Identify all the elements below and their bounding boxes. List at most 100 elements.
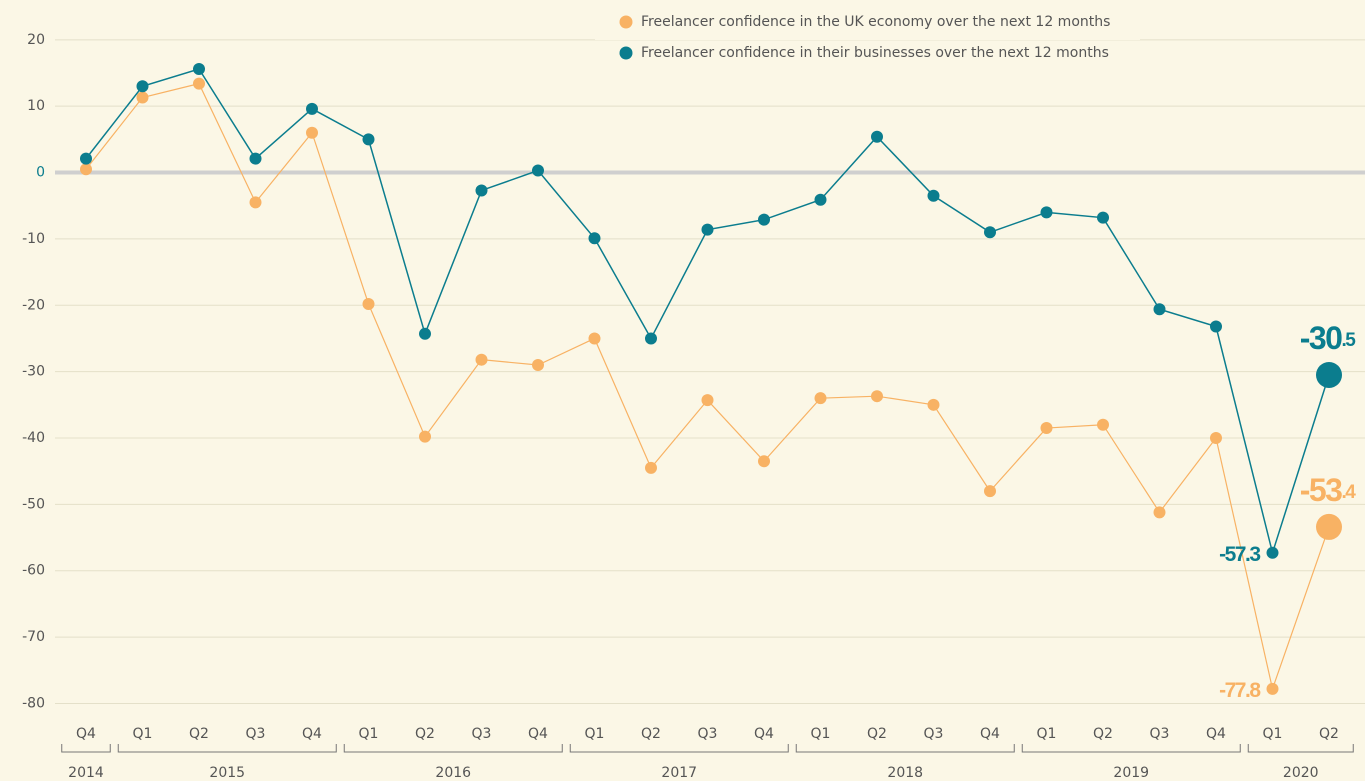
data-point: [1097, 418, 1109, 431]
data-point: [1316, 513, 1342, 540]
data-point: [814, 193, 827, 206]
x-tick-label: Q4: [754, 726, 774, 742]
data-point: [193, 77, 205, 90]
x-group-label: 2016: [435, 765, 471, 781]
value-label: -57.3: [1219, 542, 1260, 565]
value-label: -53.4: [1300, 472, 1357, 508]
data-point: [814, 392, 827, 405]
y-tick-label: 10: [27, 98, 45, 114]
x-tick-label: Q2: [867, 726, 887, 742]
data-point: [588, 232, 601, 245]
y-tick-label: -70: [22, 629, 45, 645]
x-tick-label: Q4: [528, 726, 548, 742]
legend-box: [595, 0, 1140, 40]
x-group-bracket: [795, 744, 1015, 753]
data-point: [701, 223, 714, 236]
data-point: [984, 226, 996, 239]
y-tick-label: -10: [22, 231, 45, 247]
data-point: [1040, 206, 1053, 219]
x-group-label: 2020: [1283, 765, 1319, 781]
x-tick-label: Q4: [302, 726, 322, 742]
value-label: -30.5: [1300, 320, 1357, 356]
legend-marker: [619, 46, 633, 60]
x-tick-label: Q4: [76, 726, 96, 742]
data-point: [362, 133, 375, 146]
y-tick-label: 0: [36, 165, 45, 181]
data-point: [1153, 303, 1166, 316]
x-tick-label: Q2: [1093, 726, 1113, 742]
data-point: [475, 184, 488, 197]
x-group-bracket: [1247, 744, 1354, 753]
data-point: [1210, 320, 1222, 333]
data-point: [532, 164, 544, 177]
x-group-bracket: [61, 744, 111, 753]
data-point: [927, 189, 940, 202]
x-group-bracket: [117, 744, 337, 753]
data-point: [306, 102, 318, 115]
data-point: [588, 332, 601, 345]
legend-marker: [619, 15, 633, 29]
data-point: [1266, 682, 1279, 695]
data-point: [136, 91, 149, 104]
data-point: [1097, 211, 1109, 224]
data-point: [758, 455, 770, 468]
y-tick-label: -40: [22, 430, 45, 446]
x-group-bracket: [343, 744, 563, 753]
y-tick-label: -20: [22, 297, 45, 313]
data-point: [419, 430, 431, 443]
data-point: [701, 394, 714, 407]
x-tick-label: Q4: [1206, 726, 1226, 742]
data-point: [306, 126, 318, 139]
x-tick-label: Q2: [189, 726, 209, 742]
y-tick-label: -30: [22, 364, 45, 380]
x-tick-label: Q1: [811, 726, 831, 742]
x-tick-label: Q3: [246, 726, 266, 742]
legend-label: Freelancer confidence in their businesse…: [641, 45, 1109, 61]
data-point: [1153, 506, 1166, 519]
x-tick-label: Q2: [415, 726, 435, 742]
y-tick-label: -60: [22, 563, 45, 579]
data-point: [1210, 432, 1222, 444]
data-point: [136, 80, 149, 93]
x-tick-label: Q4: [980, 726, 1000, 742]
data-point: [80, 152, 92, 165]
data-point: [645, 461, 657, 474]
series-line: [85, 68, 1330, 556]
data-point: [249, 196, 262, 209]
data-point: [1266, 546, 1279, 559]
x-tick-label: Q3: [924, 726, 944, 742]
data-point: [758, 213, 770, 226]
data-point: [1316, 361, 1342, 388]
x-tick-label: Q1: [1037, 726, 1057, 742]
x-tick-label: Q3: [472, 726, 492, 742]
data-point: [475, 353, 488, 366]
data-point: [984, 485, 996, 498]
x-group-bracket: [569, 744, 789, 753]
x-tick-label: Q2: [641, 726, 661, 742]
x-group-bracket: [1021, 744, 1241, 753]
x-tick-label: Q1: [585, 726, 605, 742]
data-point: [871, 390, 883, 403]
data-point: [532, 359, 544, 371]
data-point: [927, 398, 940, 411]
data-point: [871, 130, 883, 143]
x-tick-label: Q1: [1263, 726, 1283, 742]
x-group-label: 2015: [209, 765, 245, 781]
y-tick-label: -80: [22, 695, 45, 711]
data-point: [362, 297, 375, 310]
x-tick-label: Q1: [133, 726, 153, 742]
x-group-label: 2014: [68, 765, 104, 781]
legend-label: Freelancer confidence in the UK economy …: [641, 14, 1110, 30]
data-point: [1040, 422, 1053, 435]
value-label: -77.8: [1219, 678, 1261, 701]
data-point: [645, 332, 657, 345]
data-point: [80, 163, 92, 176]
x-tick-label: Q3: [1150, 726, 1170, 742]
x-group-label: 2019: [1113, 765, 1149, 781]
data-point: [249, 152, 262, 165]
x-tick-label: Q1: [359, 726, 379, 742]
x-tick-label: Q3: [698, 726, 718, 742]
x-group-label: 2018: [887, 765, 923, 781]
x-group-label: 2017: [661, 765, 697, 781]
